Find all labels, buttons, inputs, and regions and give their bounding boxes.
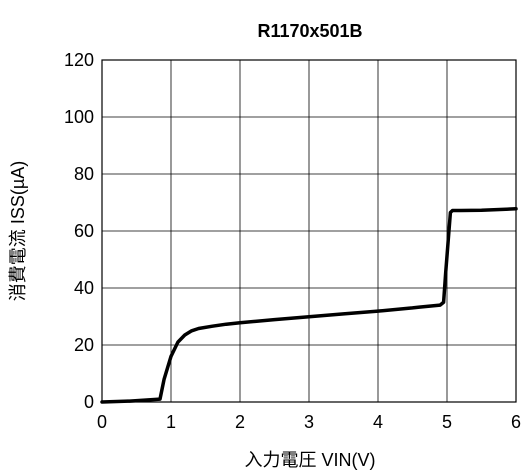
y-tick-label: 120 — [64, 50, 94, 70]
y-tick-label: 0 — [84, 392, 94, 412]
y-tick-label: 80 — [74, 164, 94, 184]
x-tick-label: 5 — [442, 412, 452, 432]
y-axis-label: 消費電流 ISS(µA) — [8, 161, 28, 301]
x-tick-label: 3 — [304, 412, 314, 432]
y-tick-labels: 0 20 40 60 80 100 120 — [64, 50, 94, 412]
y-tick-label: 100 — [64, 107, 94, 127]
y-tick-label: 20 — [74, 335, 94, 355]
y-tick-label: 40 — [74, 278, 94, 298]
x-tick-labels: 0 1 2 3 4 5 6 — [97, 412, 521, 432]
series-line — [100, 207, 518, 404]
grid — [102, 60, 516, 402]
plot-frame — [101, 59, 517, 403]
x-tick-label: 2 — [235, 412, 245, 432]
x-axis-label: 入力電圧 VIN(V) — [244, 450, 375, 470]
x-tick-label: 0 — [97, 412, 107, 432]
y-tick-label: 60 — [74, 221, 94, 241]
x-tick-label: 6 — [511, 412, 521, 432]
x-tick-label: 4 — [373, 412, 383, 432]
x-tick-label: 1 — [166, 412, 176, 432]
chart-title: R1170x501B — [257, 21, 362, 41]
